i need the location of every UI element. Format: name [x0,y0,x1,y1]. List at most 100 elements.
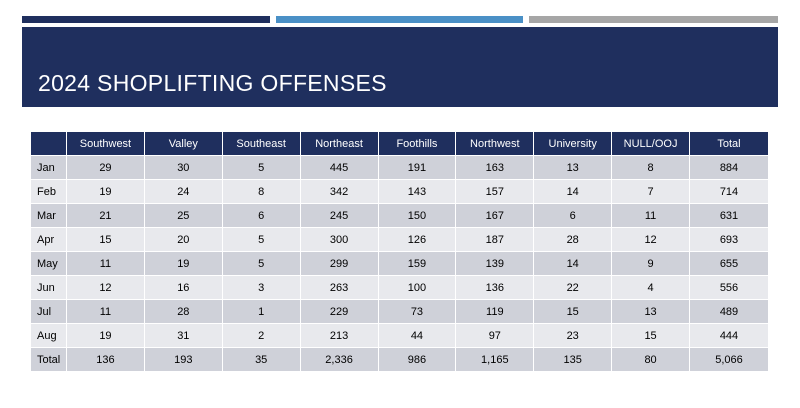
table-row: Aug 19 31 2 213 44 97 23 15 444 [31,323,768,347]
table-cell: 1,165 [456,347,535,371]
table-cell: 3 [222,275,301,299]
table-cell: 5 [222,155,301,179]
header-cell: Southeast [222,132,301,155]
table-row: Apr 15 20 5 300 126 187 28 12 693 [31,227,768,251]
header-cell: Total [690,132,768,155]
table-cell: 693 [690,227,768,251]
table-cell: 655 [690,251,768,275]
table-cell: 24 [144,179,223,203]
header-cell: Northeast [300,132,379,155]
row-label-cell: Jan [31,155,67,179]
table-cell: 213 [300,323,379,347]
table-row: Feb 19 24 8 342 143 157 14 7 714 [31,179,768,203]
table-cell: 14 [534,179,613,203]
table-cell: 15 [67,227,145,251]
table-cell: 15 [534,299,613,323]
row-label-cell: Apr [31,227,67,251]
table-cell: 245 [300,203,379,227]
table-cell: 159 [378,251,457,275]
table-cell: 143 [378,179,457,203]
table-cell: 157 [456,179,535,203]
table-cell: 19 [67,323,145,347]
row-label-cell: Jun [31,275,67,299]
table-cell: 97 [456,323,535,347]
header-cell: Valley [144,132,223,155]
table-cell: 20 [144,227,223,251]
header-cell [31,132,67,155]
table-cell: 126 [378,227,457,251]
table-cell: 631 [690,203,768,227]
table-cell: 28 [534,227,613,251]
table-row: Jan 29 30 5 445 191 163 13 8 884 [31,155,768,179]
table-cell: 445 [300,155,379,179]
table-body: Jan 29 30 5 445 191 163 13 8 884 Feb 19 24 8 342 143 157… [31,155,768,371]
table-cell: 9 [612,251,690,275]
table-cell: 25 [144,203,223,227]
table-row: May 11 19 5 299 159 139 14 9 655 [31,251,768,275]
accent-bar-gray [529,16,778,23]
accent-bar-blue [276,16,523,23]
table-cell: 31 [144,323,223,347]
table-header-row: Southwest Valley Southeast Northeast Foo… [31,132,768,155]
table-cell: 6 [534,203,613,227]
table-cell: 136 [456,275,535,299]
table-cell: 1 [222,299,301,323]
table-cell: 22 [534,275,613,299]
table-cell: 100 [378,275,457,299]
table-cell: 35 [222,347,301,371]
table-cell: 444 [690,323,768,347]
table-cell: 21 [67,203,145,227]
table-cell: 299 [300,251,379,275]
table-cell: 44 [378,323,457,347]
table-cell: 884 [690,155,768,179]
table-cell: 4 [612,275,690,299]
table-cell: 119 [456,299,535,323]
table-cell: 187 [456,227,535,251]
table-cell: 2 [222,323,301,347]
header-cell: Foothills [378,132,457,155]
row-label-cell: May [31,251,67,275]
table-cell: 5 [222,251,301,275]
table-cell: 8 [612,155,690,179]
table-cell: 986 [378,347,457,371]
table-cell: 15 [612,323,690,347]
table-cell: 714 [690,179,768,203]
table-cell: 300 [300,227,379,251]
table-row: Mar 21 25 6 245 150 167 6 11 631 [31,203,768,227]
table-cell: 19 [67,179,145,203]
table-cell: 342 [300,179,379,203]
table-cell: 136 [67,347,145,371]
table-cell: 23 [534,323,613,347]
row-label-cell: Feb [31,179,67,203]
table-cell: 7 [612,179,690,203]
table-cell: 12 [612,227,690,251]
table-cell: 229 [300,299,379,323]
table-cell: 12 [67,275,145,299]
table-cell: 11 [612,203,690,227]
table-cell: 8 [222,179,301,203]
table-cell: 13 [612,299,690,323]
table-cell: 263 [300,275,379,299]
table-cell: 30 [144,155,223,179]
table-cell: 11 [67,251,145,275]
title-band: 2024 SHOPLIFTING OFFENSES [22,27,778,107]
table-cell: 5,066 [690,347,768,371]
header-cell: University [534,132,613,155]
table-cell: 16 [144,275,223,299]
table-cell: 80 [612,347,690,371]
table-cell: 28 [144,299,223,323]
table-cell: 29 [67,155,145,179]
table-cell: 556 [690,275,768,299]
table-cell: 5 [222,227,301,251]
slide-title: 2024 SHOPLIFTING OFFENSES [38,70,387,96]
header-cell: NULL/OOJ [612,132,690,155]
header-cell: Northwest [456,132,535,155]
table-row: Total 136 193 35 2,336 986 1,165 135 80 5,066 [31,347,768,371]
offenses-table: Southwest Valley Southeast Northeast Foo… [31,132,768,371]
table-cell: 163 [456,155,535,179]
table-cell: 2,336 [300,347,379,371]
table-cell: 11 [67,299,145,323]
table-cell: 14 [534,251,613,275]
row-label-cell: Aug [31,323,67,347]
row-label-cell: Jul [31,299,67,323]
